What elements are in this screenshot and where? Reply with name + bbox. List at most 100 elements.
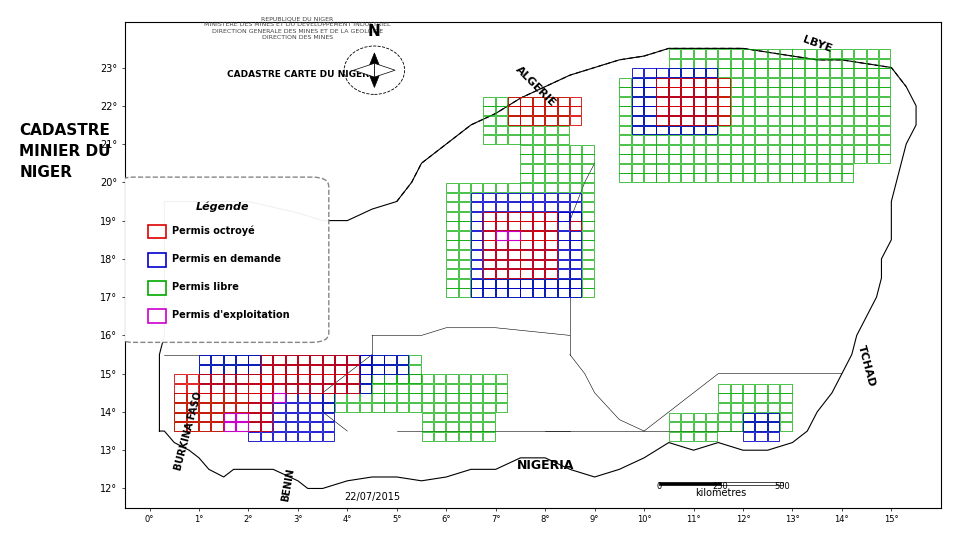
- Bar: [731, 68, 742, 77]
- Bar: [508, 260, 519, 268]
- Bar: [285, 403, 297, 412]
- Bar: [682, 97, 693, 106]
- Bar: [285, 355, 297, 364]
- Bar: [285, 432, 297, 441]
- Bar: [508, 106, 519, 116]
- Bar: [682, 87, 693, 96]
- Bar: [298, 413, 309, 422]
- Bar: [384, 355, 396, 364]
- Bar: [495, 374, 507, 383]
- Bar: [323, 355, 334, 364]
- Bar: [199, 422, 210, 431]
- Bar: [483, 221, 494, 230]
- Bar: [682, 422, 693, 431]
- Bar: [644, 78, 656, 86]
- Bar: [323, 394, 334, 402]
- Bar: [483, 279, 494, 288]
- Bar: [731, 78, 742, 86]
- Bar: [459, 384, 470, 393]
- Bar: [768, 106, 780, 116]
- Bar: [446, 250, 458, 259]
- Bar: [446, 221, 458, 230]
- Bar: [756, 164, 767, 173]
- Bar: [867, 49, 878, 58]
- Bar: [558, 269, 569, 278]
- Bar: [348, 374, 359, 383]
- Bar: [186, 422, 198, 431]
- Bar: [804, 126, 816, 134]
- Bar: [854, 145, 866, 153]
- Bar: [459, 221, 470, 230]
- Bar: [360, 394, 372, 402]
- Bar: [780, 49, 792, 58]
- Bar: [731, 49, 742, 58]
- Bar: [471, 193, 483, 201]
- Bar: [533, 97, 544, 106]
- Bar: [669, 116, 681, 125]
- Text: 250: 250: [713, 482, 729, 491]
- Bar: [743, 145, 755, 153]
- Bar: [768, 413, 780, 422]
- Bar: [693, 164, 705, 173]
- Bar: [570, 116, 582, 125]
- Bar: [669, 154, 681, 163]
- Bar: [756, 87, 767, 96]
- Bar: [558, 154, 569, 163]
- Bar: [446, 384, 458, 393]
- Bar: [471, 240, 483, 249]
- Bar: [323, 364, 334, 374]
- Bar: [718, 116, 730, 125]
- Bar: [545, 97, 557, 106]
- Bar: [285, 394, 297, 402]
- Bar: [409, 374, 420, 383]
- Bar: [533, 240, 544, 249]
- Bar: [533, 145, 544, 153]
- Bar: [682, 78, 693, 86]
- Bar: [261, 384, 273, 393]
- Bar: [817, 173, 828, 183]
- Bar: [471, 374, 483, 383]
- Bar: [718, 106, 730, 116]
- Bar: [768, 87, 780, 96]
- Bar: [558, 260, 569, 268]
- Bar: [768, 78, 780, 86]
- Bar: [520, 212, 532, 221]
- Bar: [520, 250, 532, 259]
- Bar: [570, 279, 582, 288]
- Bar: [583, 269, 593, 278]
- Bar: [224, 422, 235, 431]
- Bar: [768, 154, 780, 163]
- Bar: [743, 126, 755, 134]
- Bar: [718, 384, 730, 393]
- Bar: [360, 364, 372, 374]
- Bar: [545, 260, 557, 268]
- Bar: [495, 269, 507, 278]
- Bar: [483, 384, 494, 393]
- Bar: [706, 135, 717, 144]
- Bar: [495, 403, 507, 412]
- Bar: [249, 355, 260, 364]
- Bar: [298, 374, 309, 383]
- Bar: [829, 87, 841, 96]
- Bar: [731, 59, 742, 68]
- Bar: [842, 87, 853, 96]
- Bar: [792, 116, 804, 125]
- Bar: [731, 116, 742, 125]
- Bar: [533, 260, 544, 268]
- Bar: [483, 394, 494, 402]
- Bar: [224, 384, 235, 393]
- Bar: [731, 154, 742, 163]
- Bar: [508, 116, 519, 125]
- Bar: [261, 413, 273, 422]
- Bar: [495, 384, 507, 393]
- Bar: [706, 59, 717, 68]
- Bar: [780, 106, 792, 116]
- Bar: [657, 106, 668, 116]
- Bar: [768, 97, 780, 106]
- Bar: [396, 355, 408, 364]
- Bar: [323, 364, 334, 374]
- Bar: [520, 269, 532, 278]
- Bar: [804, 135, 816, 144]
- Bar: [249, 432, 260, 441]
- Bar: [718, 78, 730, 86]
